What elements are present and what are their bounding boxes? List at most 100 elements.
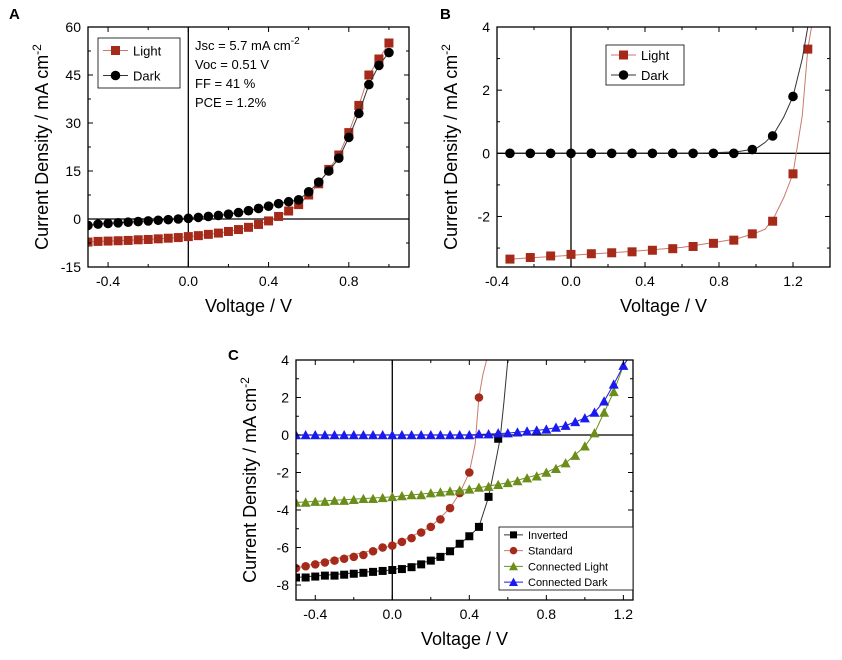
- data-point: [546, 251, 556, 261]
- data-point: [406, 490, 417, 500]
- chart-panel-b: B -0.4 0.0 0.4 0.8 1.2 -2 0 2 4 Voltage / V Current…: [439, 6, 831, 316]
- data-point: [550, 463, 561, 473]
- series-connected-dark: [296, 360, 629, 440]
- data-point: [608, 379, 619, 389]
- annotation-text: PCE = 1.2%: [195, 95, 267, 110]
- data-point: [348, 430, 359, 440]
- data-point: [329, 430, 340, 440]
- data-point: [173, 233, 183, 243]
- data-point: [465, 468, 474, 477]
- x-tick-label: 0.8: [339, 273, 359, 289]
- data-point: [358, 430, 369, 440]
- data-point: [407, 533, 416, 543]
- data-point: [88, 237, 93, 247]
- x-tick-label: 1.2: [783, 273, 803, 289]
- legend-entry-label: Connected Dark: [528, 577, 608, 589]
- x-tick-label: 0.4: [635, 273, 655, 289]
- data-point: [103, 218, 113, 229]
- legend: Inverted Standard Connected Light Connected…: [498, 526, 634, 591]
- annotation-line: Voc = 0.51 V: [195, 57, 269, 72]
- legend-entry-label: Light: [133, 44, 162, 59]
- data-point: [747, 144, 758, 155]
- data-point: [494, 434, 503, 443]
- data-point: [123, 217, 133, 227]
- data-point: [233, 225, 243, 235]
- data-point: [330, 556, 339, 565]
- data-point: [435, 487, 446, 497]
- data-point: [374, 60, 384, 71]
- y-axis-title-superscript: -2: [238, 377, 252, 388]
- data-point: [502, 477, 513, 488]
- data-point: [474, 522, 483, 531]
- chart-panel-a: A -0.4 0.0 0.4 0.8 -15 0 15 30 45 60 Voltage / V Cur…: [9, 6, 410, 316]
- data-point: [183, 213, 194, 224]
- series-line: [296, 360, 488, 569]
- annotation-line: Jsc = 5.7 mA cm-2: [195, 36, 300, 53]
- data-point: [668, 244, 678, 254]
- data-point: [560, 420, 571, 430]
- data-point: [274, 211, 284, 221]
- data-point: [566, 249, 576, 259]
- data-point: [320, 571, 329, 580]
- data-point: [143, 234, 153, 244]
- data-point: [364, 70, 374, 80]
- data-point: [349, 552, 359, 562]
- y-tick-label: -4: [277, 502, 290, 518]
- data-point: [364, 79, 374, 90]
- data-point: [358, 493, 369, 503]
- data-point: [446, 547, 455, 556]
- y-tick-label: 0: [482, 145, 490, 161]
- data-point: [436, 552, 445, 561]
- data-point: [545, 148, 556, 159]
- data-point: [493, 479, 504, 489]
- data-point: [436, 515, 445, 524]
- data-point: [368, 430, 379, 440]
- annotation-superscript: -2: [291, 36, 300, 47]
- data-point: [310, 560, 320, 569]
- data-point: [263, 201, 274, 211]
- data-point: [589, 407, 600, 417]
- data-point: [339, 554, 349, 564]
- x-tick-label: 0.0: [383, 606, 403, 622]
- legend-entry-label: Dark: [641, 68, 669, 83]
- series-standard: [296, 360, 488, 573]
- data-point: [296, 573, 300, 582]
- data-point: [153, 234, 163, 244]
- data-point: [435, 430, 446, 440]
- data-point: [213, 228, 223, 238]
- data-point: [729, 148, 739, 159]
- data-point: [368, 493, 379, 503]
- data-point: [333, 153, 344, 163]
- data-point: [688, 241, 698, 251]
- data-point: [464, 484, 475, 494]
- data-point: [294, 200, 304, 210]
- data-point: [396, 490, 407, 501]
- data-point: [233, 207, 244, 218]
- data-point: [397, 565, 406, 574]
- data-point: [369, 567, 378, 576]
- legend-entry-label: Standard: [528, 546, 573, 558]
- data-point: [454, 430, 465, 440]
- legend-marker-square: [111, 46, 120, 55]
- data-point: [377, 430, 388, 440]
- data-point: [599, 396, 610, 406]
- data-point: [465, 532, 474, 541]
- data-point: [283, 196, 294, 207]
- data-point: [445, 503, 455, 513]
- x-axis-title: Voltage / V: [205, 296, 292, 316]
- data-point: [153, 215, 164, 226]
- y-tick-label: 4: [281, 352, 289, 368]
- x-tick-label: -0.4: [96, 273, 120, 289]
- data-point: [319, 430, 330, 440]
- y-axis-title-superscript: -2: [30, 44, 44, 55]
- data-point: [301, 561, 310, 571]
- data-point: [473, 429, 484, 439]
- x-tick-label: 0.8: [709, 273, 729, 289]
- data-point: [493, 428, 504, 438]
- y-axis-title: Current Density / mA cm-2: [238, 377, 260, 583]
- data-point: [339, 495, 350, 505]
- data-point: [163, 214, 174, 225]
- x-tick-label: 0.8: [537, 606, 557, 622]
- y-tick-label: 2: [482, 82, 490, 98]
- legend-marker-circle: [509, 546, 518, 555]
